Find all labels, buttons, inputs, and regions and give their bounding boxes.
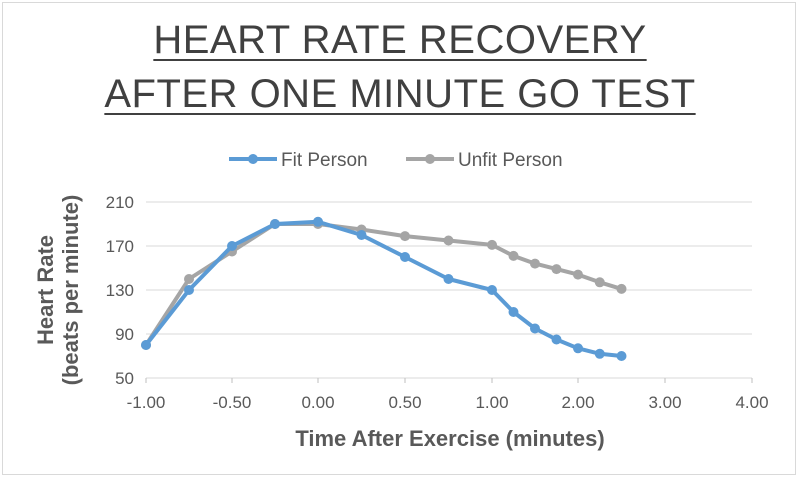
series-line-unfit: [144, 222, 624, 347]
data-point-unfit: [616, 283, 627, 294]
data-point-fit: [141, 340, 151, 350]
chart-title-line-1: HEART RATE RECOVERY: [153, 18, 647, 62]
legend-label-fit: Fit Person: [281, 150, 368, 171]
x-tick-label: 0.00: [301, 393, 334, 412]
x-tick-label: 1.00: [475, 393, 508, 412]
data-point-fit: [443, 274, 454, 284]
x-tick-label: 0.50: [388, 393, 421, 412]
chart-title-line-2: AFTER ONE MINUTE GO TEST: [104, 72, 696, 116]
data-point-fit: [508, 307, 519, 317]
y-tick-label: 50: [115, 369, 134, 388]
data-point-unfit: [184, 274, 194, 284]
data-point-fit: [616, 351, 627, 361]
data-point-unfit: [594, 277, 605, 288]
y-axis-title-line-1: Heart Rate: [33, 235, 58, 345]
data-point-unfit: [573, 269, 583, 280]
series-line-fit: [144, 219, 624, 358]
data-point-fit: [530, 323, 540, 334]
data-point-fit: [487, 285, 497, 295]
data-point-unfit: [530, 258, 540, 269]
data-point-fit: [551, 334, 562, 345]
x-tick-label: 2.00: [561, 393, 594, 412]
data-point-fit: [184, 285, 194, 295]
data-point-unfit: [443, 235, 454, 246]
legend-marker-fit: [248, 154, 258, 164]
data-point-fit: [356, 230, 367, 240]
y-tick-label: 130: [106, 281, 134, 300]
data-point-unfit: [508, 250, 519, 261]
legend-label-unfit: Unfit Person: [458, 150, 563, 171]
y-tick-label: 90: [115, 325, 134, 344]
y-tick-label: 170: [106, 237, 134, 256]
data-point-unfit: [551, 264, 562, 275]
data-point-unfit: [487, 239, 497, 250]
x-tick-label: -1.00: [127, 393, 166, 412]
data-point-fit: [313, 216, 323, 227]
y-tick-label: 210: [106, 193, 134, 212]
legend-marker-unfit: [425, 154, 435, 164]
data-point-fit: [594, 348, 605, 359]
x-tick-label: 4.00: [735, 393, 768, 412]
data-point-fit: [573, 343, 583, 354]
x-tick-label: 3.00: [648, 393, 681, 412]
data-point-fit: [227, 241, 237, 251]
data-point-fit: [400, 252, 410, 262]
x-tick-label: -0.50: [213, 393, 252, 412]
y-axis-title-line-2: (beats per minute): [58, 195, 83, 386]
data-point-unfit: [400, 231, 410, 242]
x-axis-title: Time After Exercise (minutes): [295, 426, 604, 451]
data-point-fit: [270, 219, 280, 229]
